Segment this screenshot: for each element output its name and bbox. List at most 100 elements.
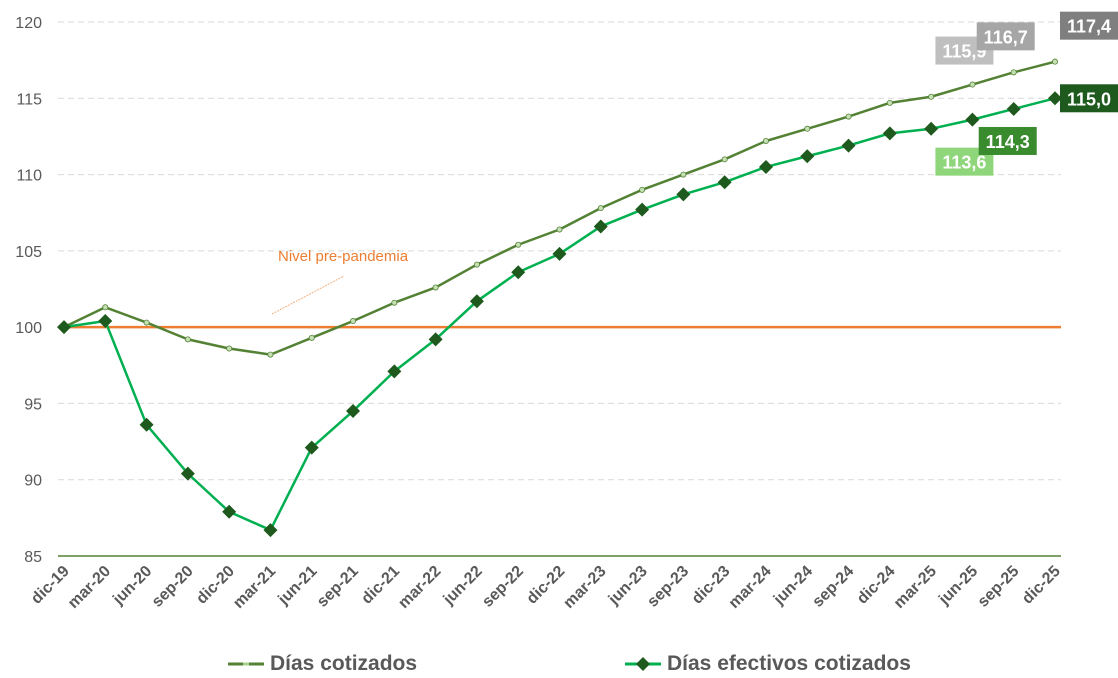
data-point-diamond — [758, 159, 773, 174]
data-label-box — [1060, 11, 1118, 40]
data-point-dash — [680, 171, 687, 178]
data-point-diamond — [139, 417, 154, 432]
x-tick-label: sep-24 — [809, 563, 857, 611]
x-axis-tick-labels: dic-19mar-20jun-20sep-20dic-20mar-21jun-… — [28, 563, 1064, 612]
data-point-dash — [432, 284, 439, 291]
x-tick-label: mar-25 — [891, 563, 940, 612]
y-tick-label: 110 — [16, 168, 42, 185]
data-point-dash — [886, 99, 893, 106]
legend-line-diamond-icon — [625, 657, 661, 671]
data-point-diamond — [717, 175, 732, 190]
data-point-diamond — [304, 440, 319, 455]
data-point-diamond — [346, 404, 361, 419]
data-point-dash — [143, 319, 150, 326]
series-line-1 — [63, 60, 1056, 356]
data-point-dash — [267, 351, 274, 358]
y-tick-label: 100 — [15, 320, 42, 337]
data-point-dash — [350, 318, 357, 325]
data-label: 115,0 — [1067, 89, 1111, 109]
x-tick-label: sep-21 — [314, 563, 362, 611]
reference-callout-line — [271, 275, 345, 315]
y-tick-label: 120 — [15, 15, 42, 32]
data-label-box — [978, 126, 1037, 155]
data-point-diamond — [180, 466, 195, 481]
data-point-diamond — [469, 294, 484, 309]
data-point-diamond — [882, 126, 897, 141]
x-tick-label: mar-22 — [395, 563, 444, 612]
data-label: 117,4 — [1067, 17, 1111, 37]
x-tick-label: jun-24 — [770, 563, 816, 609]
data-point-dash — [845, 113, 852, 120]
data-point-diamond — [387, 364, 402, 379]
x-tick-label: mar-24 — [726, 563, 775, 612]
x-tick-label: jun-21 — [275, 563, 321, 609]
data-point-diamond — [222, 504, 237, 519]
data-point-dash — [639, 186, 646, 193]
legend-label: Días efectivos cotizados — [667, 652, 911, 675]
y-tick-label: 95 — [24, 396, 42, 413]
data-point-dash — [308, 334, 315, 341]
x-tick-label: sep-23 — [644, 563, 692, 611]
data-point-diamond — [57, 320, 71, 335]
data-point-dash — [556, 226, 563, 233]
data-point-diamond — [98, 314, 113, 329]
x-tick-label: sep-20 — [149, 563, 197, 611]
data-point-diamond — [635, 202, 650, 217]
data-label: 114,3 — [986, 132, 1030, 152]
reference-line-label: Nivel pre-pandemia — [278, 248, 409, 265]
x-tick-label: jun-22 — [440, 563, 486, 609]
data-point-dash — [184, 336, 191, 343]
series-line-2 — [63, 97, 1056, 532]
x-tick-label: jun-20 — [109, 563, 155, 609]
data-point-dash — [597, 205, 604, 212]
legend-label: Días cotizados — [270, 652, 418, 675]
x-tick-label: dic-25 — [1019, 563, 1064, 608]
data-point-dash — [226, 345, 233, 352]
y-tick-label: 105 — [15, 244, 42, 261]
data-point-dash — [928, 93, 935, 100]
data-label: 116,7 — [984, 27, 1028, 47]
x-tick-label: jun-25 — [935, 563, 981, 609]
data-point-dash — [804, 125, 811, 132]
x-tick-label: mar-20 — [65, 563, 114, 612]
y-tick-label: 85 — [24, 549, 42, 566]
legend-line-dash-icon — [228, 662, 264, 666]
data-point-diamond — [1006, 101, 1021, 116]
data-point-dash — [762, 138, 769, 145]
data-point-dash — [515, 241, 522, 248]
data-point-diamond — [511, 265, 526, 280]
data-label-box — [1060, 84, 1118, 113]
y-axis-tick-labels: 85 90 95 100 105 110 115 120 — [15, 15, 42, 566]
gridlines — [58, 21, 1061, 557]
line-chart: 85 90 95 100 105 110 115 120 dic-19mar-20jun-20… — [15, 11, 1118, 612]
data-label: 115,9 — [942, 42, 986, 62]
y-tick-label: 115 — [16, 91, 42, 108]
data-point-diamond — [965, 112, 980, 127]
data-label-box — [976, 22, 1035, 51]
x-tick-label: sep-25 — [975, 563, 1023, 611]
data-point-diamond — [800, 149, 815, 164]
x-tick-label: sep-22 — [479, 563, 527, 611]
data-point-dash — [969, 81, 976, 88]
legend-item-dias-efectivos-cotizados[interactable]: Días efectivos cotizados — [625, 650, 911, 678]
x-tick-label: mar-21 — [230, 563, 279, 612]
data-point-dash — [1010, 69, 1017, 76]
data-point-diamond — [841, 138, 856, 153]
data-point-dash — [1052, 58, 1059, 65]
y-tick-label: 90 — [24, 473, 42, 490]
data-point-diamond — [263, 523, 278, 538]
data-point-dash — [721, 156, 728, 163]
data-point-diamond — [924, 121, 939, 136]
data-point-diamond — [552, 246, 567, 261]
reference-line-group: Nivel pre-pandemia — [58, 248, 1061, 329]
data-point-diamond — [676, 187, 691, 202]
data-point-dash — [473, 261, 480, 268]
data-point-dash — [391, 299, 398, 306]
x-tick-label: mar-23 — [560, 563, 609, 612]
legend-item-dias-cotizados[interactable]: Días cotizados — [228, 650, 417, 678]
data-label: 113,6 — [942, 153, 986, 173]
data-point-diamond — [593, 219, 608, 234]
x-tick-label: jun-23 — [605, 563, 651, 609]
data-point-diamond — [1048, 91, 1062, 106]
